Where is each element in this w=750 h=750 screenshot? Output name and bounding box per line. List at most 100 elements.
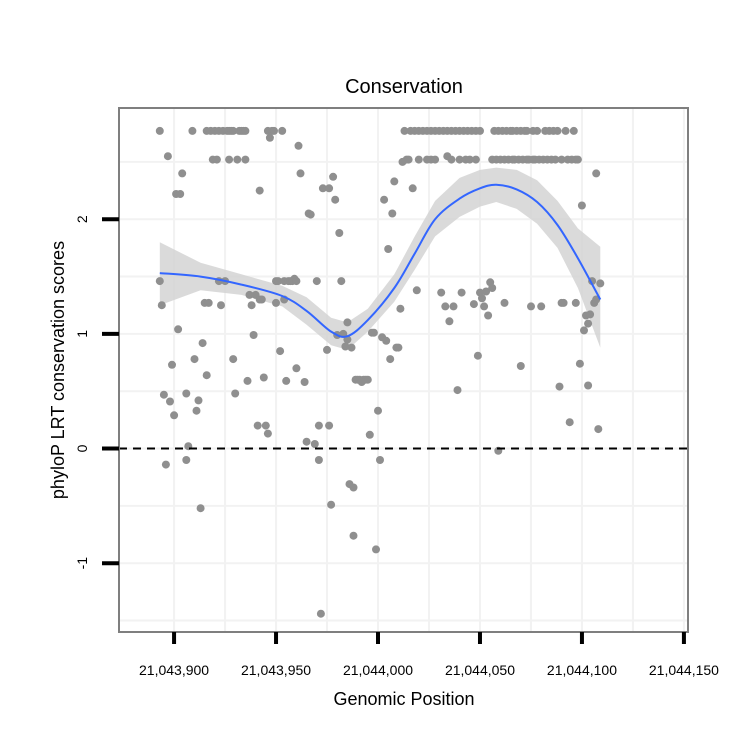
y-tick-label: 1 bbox=[74, 330, 90, 338]
data-point bbox=[522, 126, 531, 135]
data-point bbox=[155, 126, 164, 135]
data-point bbox=[441, 302, 450, 311]
x-tick-label: 21,044,150 bbox=[649, 662, 719, 678]
data-point bbox=[247, 301, 256, 310]
data-point bbox=[455, 155, 464, 164]
data-point bbox=[225, 155, 234, 164]
x-tick-label: 21,044,000 bbox=[343, 662, 413, 678]
data-point bbox=[294, 141, 303, 150]
data-point bbox=[584, 381, 593, 390]
data-point bbox=[161, 460, 170, 469]
data-point bbox=[580, 326, 588, 335]
data-point bbox=[384, 245, 393, 253]
data-point bbox=[414, 155, 423, 164]
data-point bbox=[194, 396, 203, 405]
data-point bbox=[553, 126, 562, 135]
data-point bbox=[241, 126, 250, 135]
data-point bbox=[318, 184, 327, 193]
data-point bbox=[537, 302, 546, 311]
x-tick-label: 21,044,100 bbox=[547, 662, 617, 678]
data-point bbox=[437, 288, 446, 297]
data-point bbox=[270, 126, 278, 135]
smooth-line-layer bbox=[159, 183, 602, 338]
data-point bbox=[192, 406, 201, 415]
data-point bbox=[343, 318, 352, 327]
y-tick-label: -1 bbox=[74, 557, 90, 570]
data-point bbox=[571, 298, 580, 307]
data-point bbox=[310, 440, 319, 448]
data-point bbox=[482, 287, 491, 296]
data-point bbox=[233, 155, 242, 164]
data-point bbox=[457, 288, 466, 297]
data-point bbox=[327, 500, 336, 509]
data-point bbox=[249, 331, 258, 339]
data-point bbox=[170, 411, 179, 420]
data-point bbox=[229, 355, 238, 364]
data-point bbox=[204, 298, 213, 307]
data-point bbox=[292, 277, 301, 286]
data-point bbox=[245, 290, 254, 299]
data-point bbox=[276, 347, 285, 356]
data-point bbox=[263, 429, 272, 438]
data-point bbox=[380, 195, 389, 204]
data-point bbox=[155, 277, 164, 286]
data-point bbox=[261, 421, 270, 430]
data-point bbox=[176, 190, 185, 198]
data-point bbox=[527, 302, 535, 311]
data-point bbox=[316, 609, 325, 618]
data-point bbox=[447, 155, 456, 164]
data-point bbox=[390, 177, 399, 186]
chart-title: Conservation bbox=[345, 76, 463, 98]
data-point bbox=[431, 155, 440, 164]
data-point bbox=[278, 126, 287, 135]
data-point bbox=[584, 319, 593, 328]
y-tick-label: 0 bbox=[74, 444, 90, 452]
data-point bbox=[388, 209, 397, 218]
data-point bbox=[592, 169, 601, 178]
data-point bbox=[231, 389, 240, 398]
data-point bbox=[253, 421, 262, 430]
data-point bbox=[325, 421, 334, 430]
data-point bbox=[473, 351, 482, 360]
data-point bbox=[198, 339, 207, 348]
data-point bbox=[243, 376, 252, 385]
panel-border bbox=[118, 107, 689, 633]
data-point bbox=[300, 378, 309, 386]
data-point bbox=[347, 343, 356, 352]
data-point bbox=[341, 342, 350, 351]
data-point bbox=[569, 126, 578, 135]
data-point bbox=[551, 155, 560, 164]
data-point bbox=[372, 545, 380, 554]
data-point bbox=[594, 425, 603, 434]
data-point bbox=[365, 430, 374, 439]
data-point bbox=[255, 186, 264, 195]
smooth-line bbox=[159, 183, 602, 338]
data-point bbox=[174, 325, 183, 334]
data-point bbox=[302, 437, 311, 446]
data-point bbox=[374, 406, 382, 415]
data-point bbox=[404, 155, 413, 164]
data-point bbox=[478, 294, 486, 303]
data-point bbox=[349, 531, 358, 540]
data-point bbox=[408, 184, 417, 193]
data-point bbox=[573, 155, 582, 164]
data-point bbox=[376, 456, 384, 464]
data-point bbox=[382, 336, 391, 345]
data-point bbox=[325, 184, 334, 193]
x-tick-label: 21,043,900 bbox=[139, 662, 209, 678]
x-axis-ticks: 21,043,900 21,043,950 21,044,000 21,044,050… bbox=[139, 632, 719, 678]
data-point bbox=[306, 210, 315, 219]
y-axis-label: phyloP LRT conservation scores bbox=[48, 241, 68, 499]
data-point bbox=[157, 301, 166, 310]
data-point bbox=[412, 286, 421, 295]
y-tick-label: 2 bbox=[74, 215, 90, 223]
x-tick-label: 21,044,050 bbox=[445, 662, 515, 678]
data-point bbox=[349, 483, 358, 492]
data-point bbox=[272, 298, 280, 307]
data-point bbox=[488, 284, 497, 292]
data-point bbox=[159, 390, 168, 399]
data-point bbox=[188, 126, 197, 135]
data-point bbox=[577, 201, 586, 210]
data-point bbox=[476, 126, 484, 135]
